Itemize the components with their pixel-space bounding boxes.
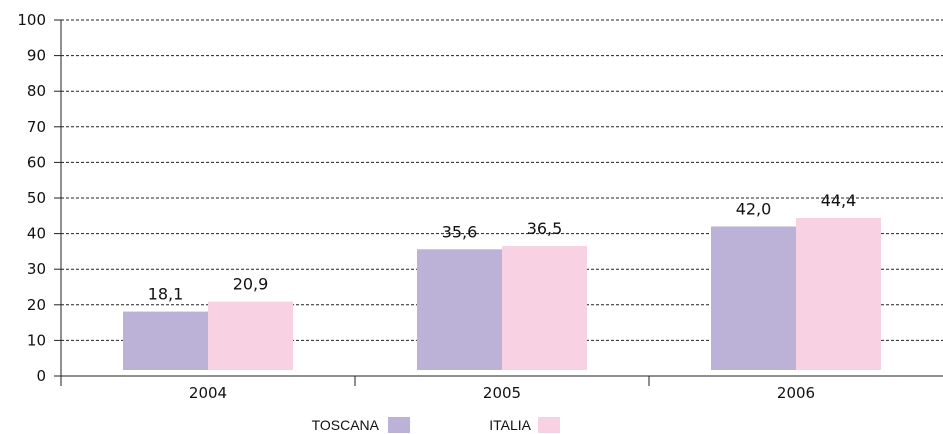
y-tick-label: 80 bbox=[27, 82, 46, 100]
bar-italia-2004 bbox=[208, 301, 293, 370]
y-tick-label: 10 bbox=[27, 331, 46, 349]
y-tick-label: 30 bbox=[27, 260, 46, 278]
data-labels: 18,1 20,9 35,6 36,5 42,0 44,4 bbox=[148, 191, 857, 304]
data-label: 42,0 bbox=[736, 199, 772, 218]
y-tick-label: 0 bbox=[36, 367, 46, 385]
data-label: 36,5 bbox=[527, 219, 563, 238]
bar-toscana-2004 bbox=[123, 311, 208, 370]
y-tick-label: 70 bbox=[27, 118, 46, 136]
legend-label-italia: ITALIA bbox=[489, 417, 531, 433]
legend-swatch-toscana bbox=[388, 417, 410, 433]
data-label: 18,1 bbox=[148, 285, 184, 304]
data-label: 44,4 bbox=[821, 191, 857, 210]
y-tick-label: 100 bbox=[17, 11, 46, 29]
y-tick-label: 40 bbox=[27, 225, 46, 243]
axes: 0 10 20 30 40 50 60 70 80 90 100 2004 2005 2006 bbox=[17, 11, 943, 402]
x-tick-label: 2004 bbox=[189, 384, 227, 402]
legend: TOSCANA ITALIA bbox=[312, 417, 560, 433]
y-tick-label: 60 bbox=[27, 153, 46, 171]
x-tick-label: 2005 bbox=[483, 384, 521, 402]
bar-italia-2005 bbox=[502, 246, 587, 370]
legend-swatch-italia bbox=[538, 417, 560, 433]
y-tick-label: 90 bbox=[27, 47, 46, 65]
x-tick-label: 2006 bbox=[777, 384, 815, 402]
y-tick-label: 50 bbox=[27, 189, 46, 207]
legend-label-toscana: TOSCANA bbox=[312, 417, 380, 433]
data-label: 35,6 bbox=[442, 222, 478, 241]
bar-italia-2006 bbox=[796, 217, 881, 370]
bars bbox=[123, 217, 881, 370]
data-label: 20,9 bbox=[233, 275, 269, 294]
y-tick-label: 20 bbox=[27, 296, 46, 314]
bar-toscana-2005 bbox=[417, 249, 502, 370]
bar-toscana-2006 bbox=[711, 226, 796, 370]
